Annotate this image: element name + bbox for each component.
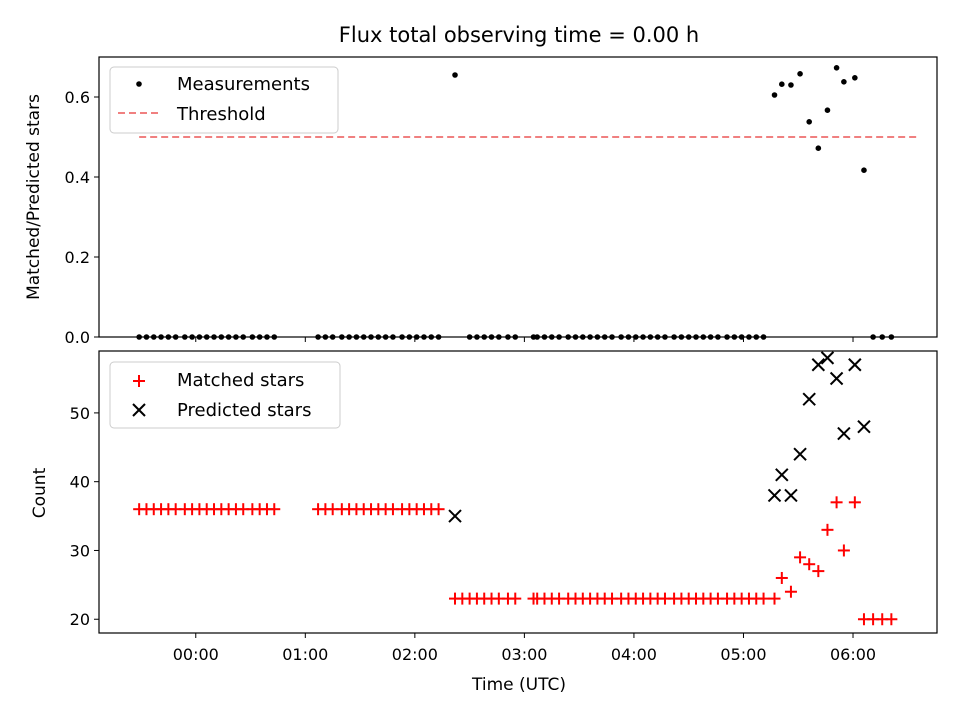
measurement-point	[841, 79, 847, 85]
matched-star-point	[830, 496, 843, 509]
predicted-star-point	[820, 351, 835, 365]
count-points	[133, 351, 898, 626]
top-y-tick-label: 0.2	[65, 248, 90, 267]
top-y-ticks: 0.0 0.2 0.4 0.6	[65, 88, 99, 347]
predicted-star-point	[784, 488, 798, 503]
measurement-point	[788, 82, 794, 88]
predicted-star-point	[811, 358, 826, 372]
predicted-star-point	[767, 488, 782, 503]
matched-star-point	[268, 503, 281, 516]
bottom-y-tick-label: 20	[70, 610, 90, 629]
matched-star-point	[837, 544, 850, 557]
chart-title: Flux total observing time = 0.00 h	[339, 23, 699, 47]
bottom-axes-frame	[98, 350, 938, 634]
matched-star-point	[784, 585, 797, 598]
bottom-panel: Count Time (UTC) 20 30 40 50 00:00 01:00 02:0…	[30, 337, 938, 695]
measurement-point	[861, 167, 867, 173]
predicted-star-point	[857, 419, 871, 434]
top-axes-frame	[98, 56, 938, 338]
predicted-star-point	[829, 371, 844, 386]
measurement-point	[779, 81, 785, 87]
x-tick-label: 04:00	[611, 645, 657, 664]
predicted-star-point	[448, 509, 462, 523]
measurement-point	[852, 75, 858, 81]
bottom-y-tick-label: 50	[70, 404, 90, 423]
bottom-y-axis-label: Count	[30, 467, 50, 518]
matched-star-point	[509, 592, 522, 605]
top-legend: Measurements Threshold	[109, 66, 339, 134]
bottom-x-ticks: 00:00 01:00 02:00 03:00 04:00 05:00 06:00	[173, 633, 876, 664]
matched-star-point	[768, 592, 781, 605]
top-y-tick-label: 0.4	[65, 168, 90, 187]
legend-measurements-dot-icon	[136, 81, 142, 87]
predicted-star-point	[837, 426, 851, 441]
legend-predicted-label: Predicted stars	[177, 400, 311, 421]
predicted-star-point	[802, 392, 816, 406]
matched-star-point	[885, 613, 898, 626]
matched-star-point	[848, 496, 861, 509]
bottom-legend: Matched stars Predicted stars	[109, 361, 341, 429]
legend-predicted-x-icon	[132, 403, 146, 417]
top-y-tick-label: 0.6	[65, 88, 90, 107]
measurement-point	[833, 65, 840, 71]
legend-measurements-label: Measurements	[177, 74, 310, 95]
matched-star-point	[794, 551, 807, 564]
x-tick-label: 02:00	[392, 645, 438, 664]
measurement-point	[824, 107, 831, 113]
legend-threshold-label: Threshold	[176, 104, 266, 125]
matched-star-point	[821, 523, 834, 536]
matched-star-point	[432, 503, 445, 516]
bottom-y-tick-label: 40	[70, 473, 90, 492]
matched-star-point	[812, 565, 825, 578]
bottom-legend-box	[109, 361, 341, 429]
predicted-star-point	[775, 468, 789, 482]
legend-matched-plus-icon	[133, 375, 145, 387]
measurement-point	[815, 145, 822, 151]
legend-matched-label: Matched stars	[177, 370, 304, 391]
matched-star-point	[803, 558, 816, 571]
measurement-point	[771, 92, 778, 98]
predicted-star-point	[848, 358, 862, 372]
x-tick-label: 06:00	[830, 645, 876, 664]
matched-star-point	[775, 571, 788, 584]
measurement-point	[452, 72, 458, 78]
x-tick-label: 01:00	[282, 645, 328, 664]
matched-star-point	[757, 592, 770, 605]
x-tick-label: 03:00	[501, 645, 547, 664]
measurement-point	[797, 71, 803, 77]
x-axis-label: Time (UTC)	[471, 675, 566, 695]
bottom-y-tick-label: 30	[70, 541, 90, 560]
top-y-tick-label: 0.0	[65, 328, 90, 347]
measurement-point	[806, 119, 813, 125]
top-legend-box	[109, 66, 339, 134]
bottom-y-ticks: 20 30 40 50	[70, 404, 99, 629]
predicted-star-point	[793, 447, 807, 461]
x-tick-label: 05:00	[720, 645, 766, 664]
top-y-axis-label: Matched/Predicted stars	[24, 94, 44, 300]
top-x-ticks	[195, 337, 854, 342]
x-tick-label: 00:00	[173, 645, 219, 664]
top-panel: Flux total observing time = 0.00 h Match…	[24, 23, 938, 347]
